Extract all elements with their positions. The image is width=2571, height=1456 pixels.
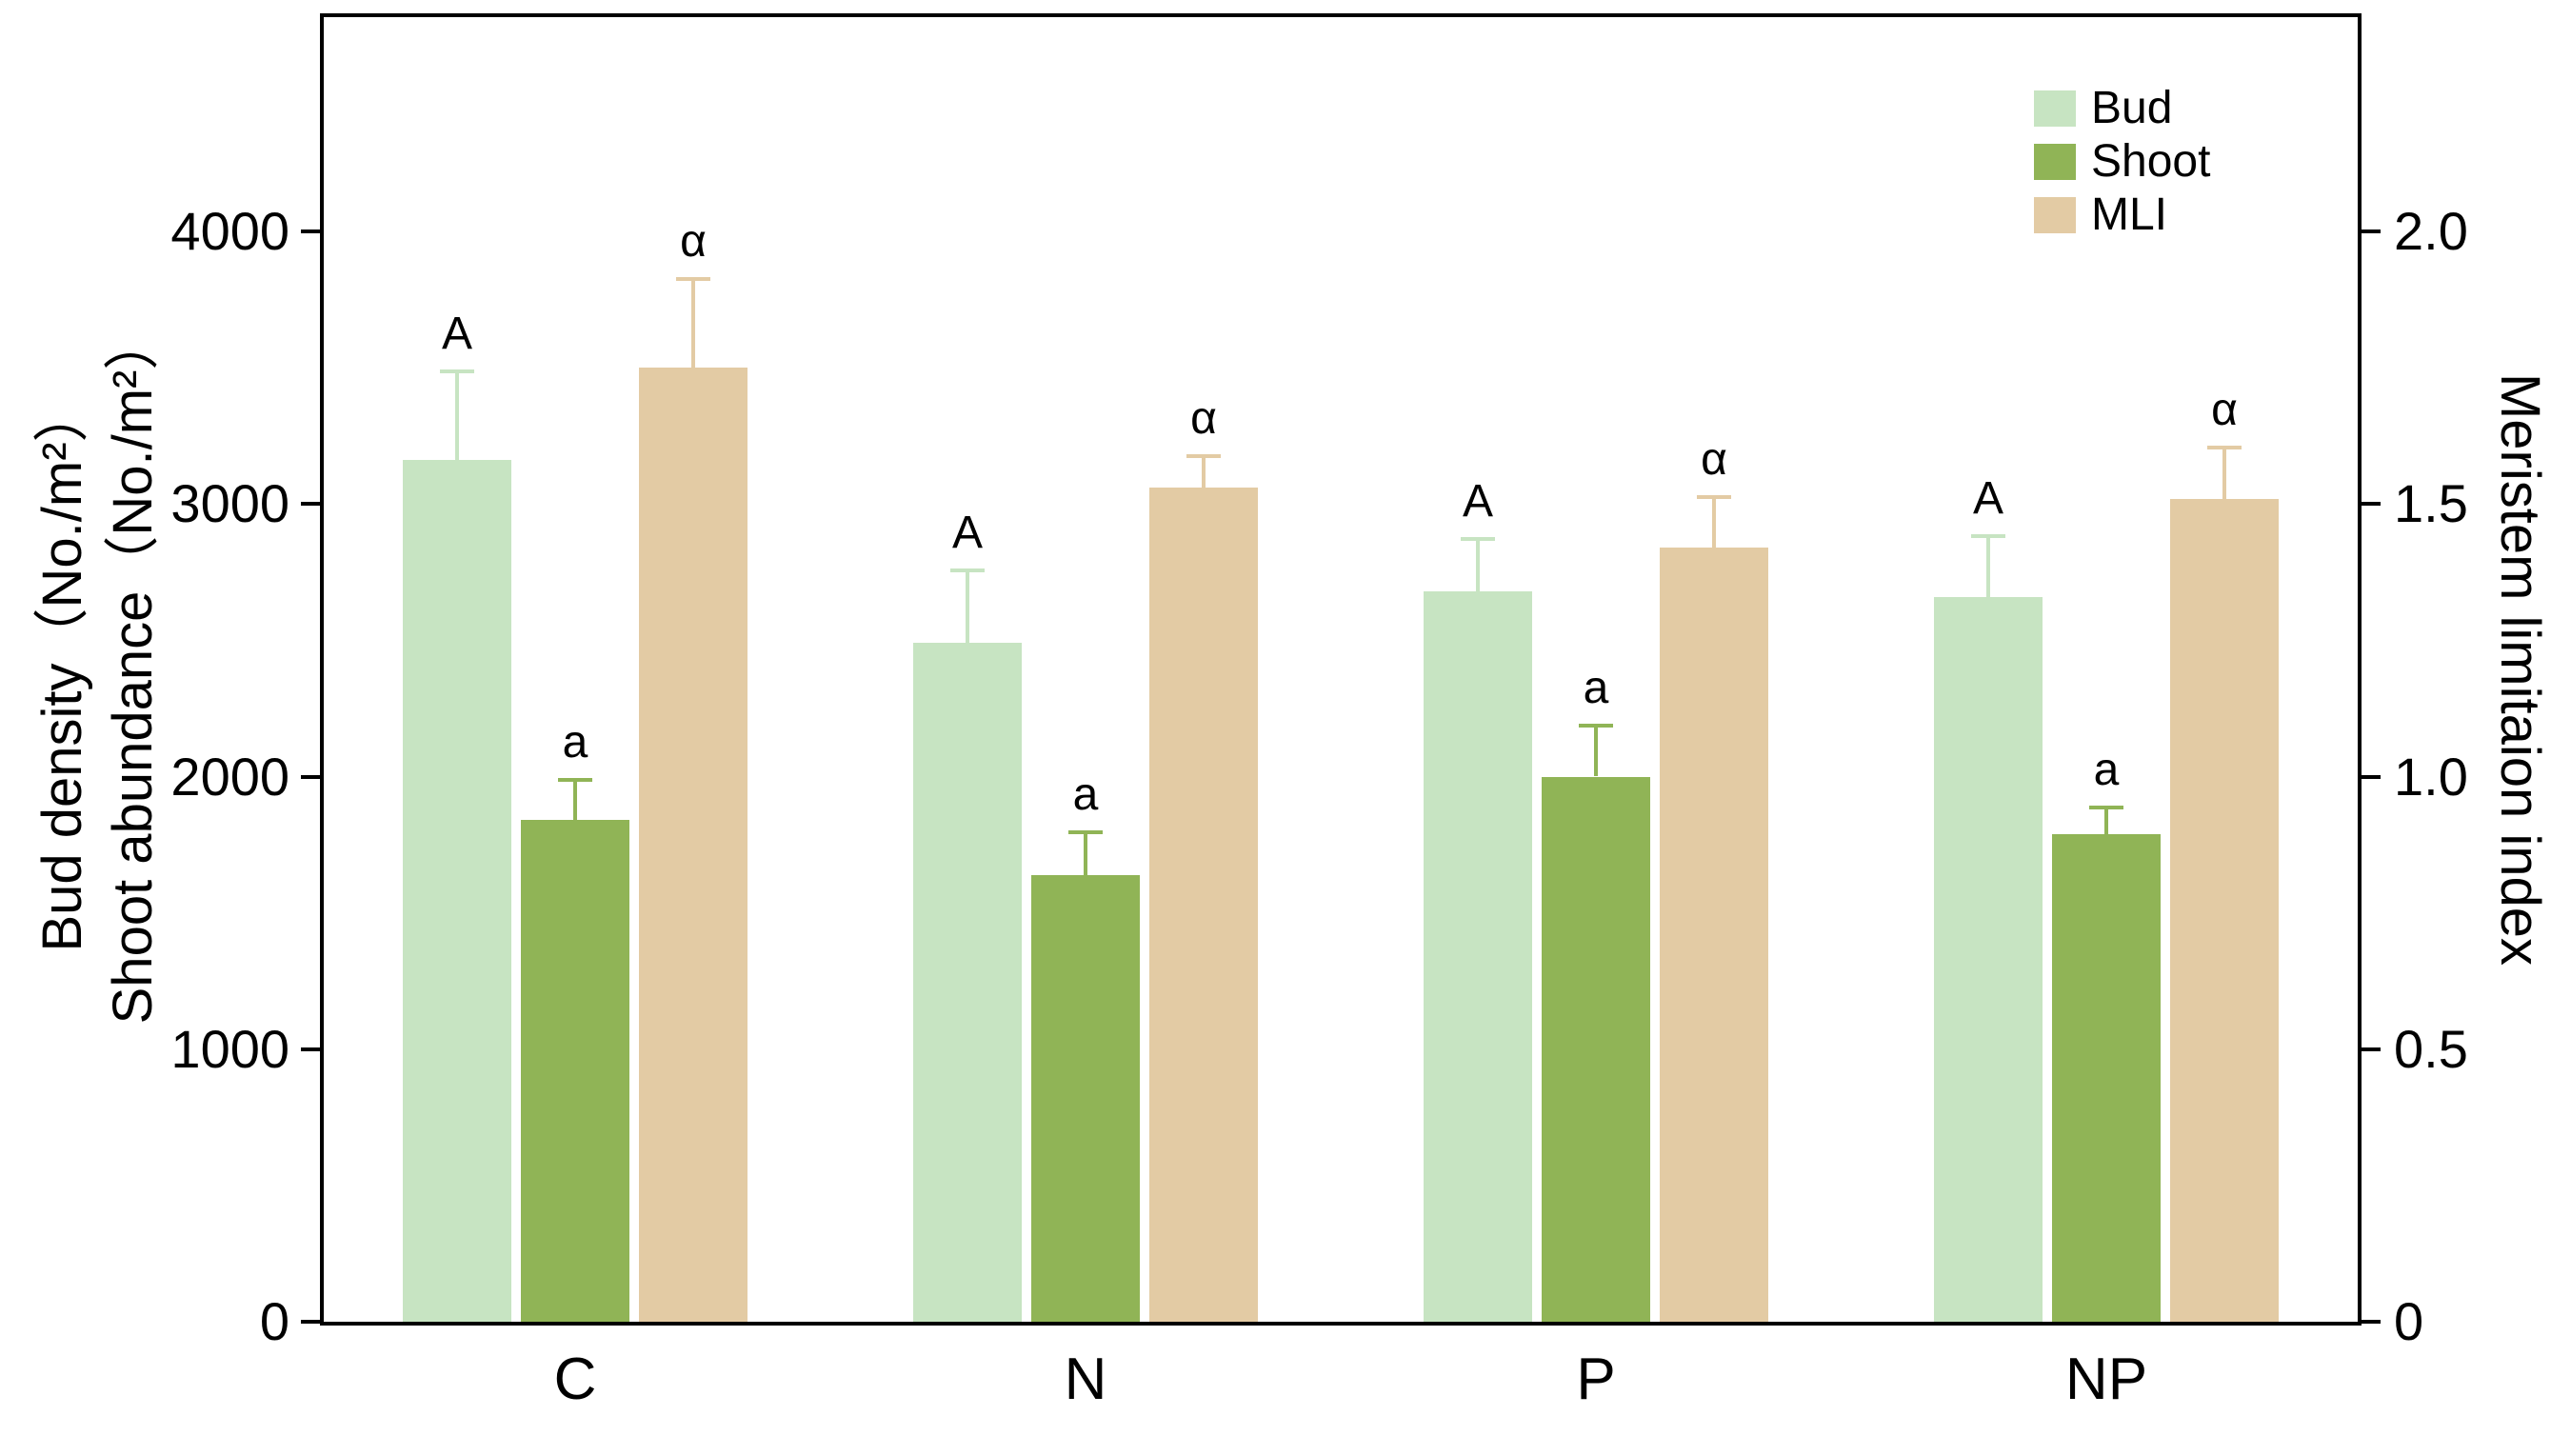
legend: Bud Shoot MLI — [2034, 84, 2210, 244]
right-axis-tick — [2362, 774, 2381, 779]
right-axis-tick-label: 2.0 — [2394, 201, 2468, 261]
right-axis-tick — [2362, 502, 2381, 507]
x-axis-category-label: P — [1576, 1346, 1616, 1412]
right-axis-title: Meristem limitaion index — [2489, 372, 2551, 967]
legend-swatch-shoot — [2034, 144, 2076, 180]
x-axis-category-label: C — [553, 1346, 597, 1412]
legend-label-shoot: Shoot — [2091, 136, 2211, 187]
left-axis-title: Bud density（No./m²） Shoot abundance（No./… — [28, 315, 169, 1025]
left-axis-tick — [301, 1047, 320, 1051]
legend-item-bud: Bud — [2034, 84, 2210, 133]
left-axis-tick — [301, 229, 320, 233]
right-axis-tick-label: 0 — [2394, 1291, 2424, 1351]
legend-item-mli: MLI — [2034, 190, 2210, 240]
left-axis-tick-label: 4000 — [170, 201, 289, 261]
left-axis-tick — [301, 774, 320, 779]
left-axis-title-line2: Shoot abundance（No./m²） — [102, 314, 164, 1025]
legend-label-bud: Bud — [2091, 83, 2173, 133]
legend-label-mli: MLI — [2091, 189, 2168, 240]
right-axis-tick — [2362, 1047, 2381, 1051]
left-axis-tick-label: 0 — [259, 1291, 289, 1351]
legend-item-shoot: Shoot — [2034, 137, 2210, 187]
x-axis-category-label: N — [1064, 1346, 1107, 1412]
left-axis-tick-label: 1000 — [170, 1018, 289, 1079]
left-axis-tick — [301, 502, 320, 507]
left-axis-tick — [301, 1320, 320, 1324]
x-axis-category-label: NP — [2064, 1346, 2148, 1412]
legend-swatch-mli — [2034, 197, 2076, 233]
right-axis-tick — [2362, 1320, 2381, 1324]
right-axis-tick-label: 0.5 — [2394, 1018, 2468, 1079]
legend-swatch-bud — [2034, 90, 2076, 127]
right-axis-tick — [2362, 229, 2381, 233]
left-axis-title-line1: Bud density（No./m²） — [31, 387, 93, 952]
